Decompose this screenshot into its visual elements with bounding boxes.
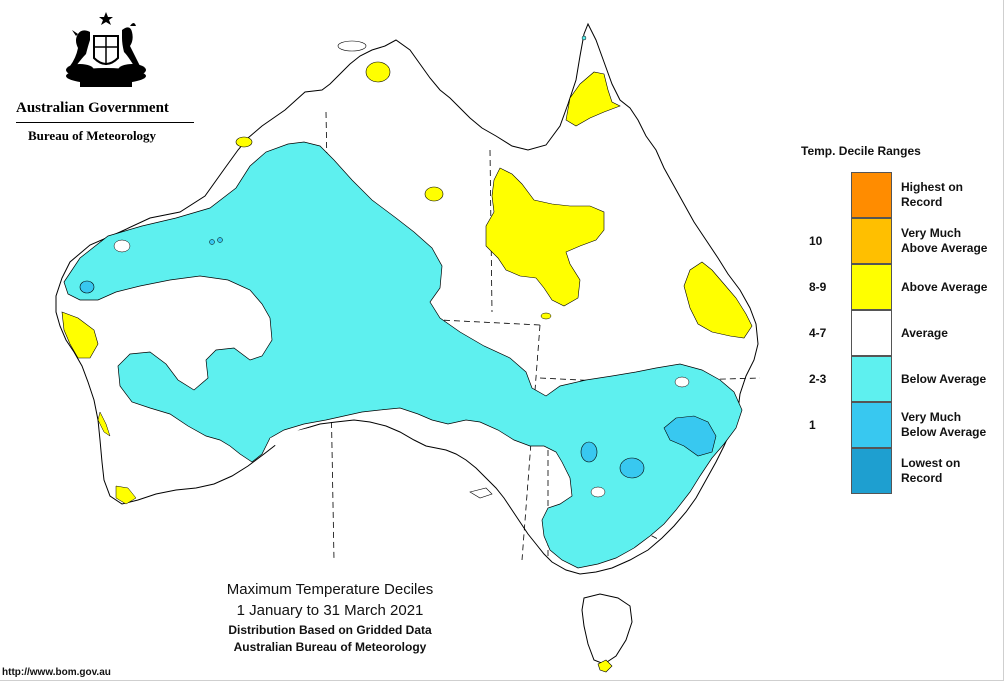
legend-item: 10 Very Much Above Average bbox=[795, 218, 1005, 264]
legend-range: 10 bbox=[809, 234, 823, 248]
legend-range: 8-9 bbox=[809, 280, 827, 294]
legend-label: Below Average bbox=[901, 372, 1005, 387]
caption-period: 1 January to 31 March 2021 bbox=[236, 602, 424, 619]
above-average-wa-south bbox=[97, 411, 111, 437]
legend-label-line: Below Average bbox=[901, 425, 987, 439]
above-average-qld-small bbox=[540, 312, 552, 320]
very-much-below-4 bbox=[663, 415, 717, 457]
caption: Maximum Temperature Deciles 1 January to… bbox=[180, 580, 480, 656]
legend-label-line: Record bbox=[901, 195, 943, 209]
coat-of-arms-icon bbox=[66, 12, 146, 87]
legend-label: Very Much Below Average bbox=[901, 410, 1005, 440]
legend-range: 2-3 bbox=[809, 372, 827, 386]
legend-swatch bbox=[851, 172, 892, 218]
legend-label: Very Much Above Average bbox=[901, 226, 1005, 256]
government-name: Australian Government bbox=[16, 100, 169, 116]
australia-map bbox=[55, 22, 761, 673]
legend-swatch bbox=[851, 310, 892, 356]
above-average-kimberley bbox=[235, 136, 253, 148]
bureau-name: Bureau of Meteorology bbox=[28, 128, 157, 143]
legend-label-line: Lowest on bbox=[901, 456, 961, 470]
legend-label-line: Above Average bbox=[901, 280, 988, 294]
legend-label: Lowest on Record bbox=[901, 456, 1005, 486]
above-average-dot bbox=[581, 35, 587, 41]
above-average-albany bbox=[115, 485, 137, 505]
legend-swatch bbox=[851, 264, 892, 310]
average-patch-2 bbox=[590, 486, 606, 498]
legend-item: Highest on Record bbox=[795, 172, 1005, 218]
legend-label-line: Very Much bbox=[901, 410, 962, 424]
average-patch-3 bbox=[674, 376, 690, 388]
legend-swatch bbox=[851, 402, 892, 448]
tasmania bbox=[581, 593, 633, 665]
legend-item: 1 Very Much Below Average bbox=[795, 402, 1005, 448]
legend: Temp. Decile Ranges Highest on Record 10 Ve… bbox=[795, 140, 1005, 510]
above-average-cape bbox=[565, 71, 621, 127]
legend-label-line: Record bbox=[901, 471, 943, 485]
legend-range: 1 bbox=[809, 418, 816, 432]
below-average-west bbox=[63, 141, 743, 569]
above-average-top-end bbox=[365, 61, 391, 83]
legend-label: Above Average bbox=[901, 280, 1005, 295]
very-much-below-dot-1 bbox=[209, 239, 215, 245]
legend-label-line: Very Much bbox=[901, 226, 962, 240]
source-url[interactable]: http://www.bom.gov.au bbox=[2, 667, 111, 678]
legend-item: 8-9 Above Average bbox=[795, 264, 1005, 310]
legend-label-line: Highest on bbox=[901, 180, 963, 194]
tasmania-above-average bbox=[597, 659, 613, 673]
legend-label-line: Above Average bbox=[901, 241, 988, 255]
above-average-wa-coast bbox=[61, 311, 99, 359]
legend-label: Average bbox=[901, 326, 1005, 341]
legend-label-line: Average bbox=[901, 326, 948, 340]
very-much-below-2 bbox=[580, 441, 598, 463]
kangaroo-island bbox=[469, 487, 493, 499]
average-patch-1 bbox=[113, 239, 131, 253]
above-average-queensland bbox=[485, 167, 605, 307]
very-much-below-1 bbox=[79, 280, 95, 294]
legend-swatch bbox=[851, 218, 892, 264]
legend-item: Lowest on Record bbox=[795, 448, 1005, 494]
average-patch-4 bbox=[270, 424, 332, 456]
legend-label-line: Below Average bbox=[901, 372, 987, 386]
caption-title: Maximum Temperature Deciles bbox=[226, 581, 434, 598]
legend-item: 4-7 Average bbox=[795, 310, 1005, 356]
melville-island bbox=[337, 40, 367, 52]
logo-divider bbox=[16, 122, 194, 123]
legend-item: 2-3 Below Average bbox=[795, 356, 1005, 402]
bom-logo: Australian Government Bureau of Meteorol… bbox=[8, 10, 194, 143]
very-much-below-3 bbox=[619, 457, 645, 479]
legend-label: Highest on Record bbox=[901, 180, 1005, 210]
legend-title: Temp. Decile Ranges bbox=[801, 144, 921, 158]
legend-swatch bbox=[851, 356, 892, 402]
above-average-nt-small bbox=[424, 186, 444, 202]
caption-source: Australian Bureau of Meteorology bbox=[233, 640, 427, 654]
above-average-east-coast bbox=[683, 261, 753, 339]
legend-swatch bbox=[851, 448, 892, 494]
caption-distribution: Distribution Based on Gridded Data bbox=[228, 623, 432, 637]
very-much-below-dot-2 bbox=[217, 237, 223, 243]
legend-range: 4-7 bbox=[809, 326, 827, 340]
